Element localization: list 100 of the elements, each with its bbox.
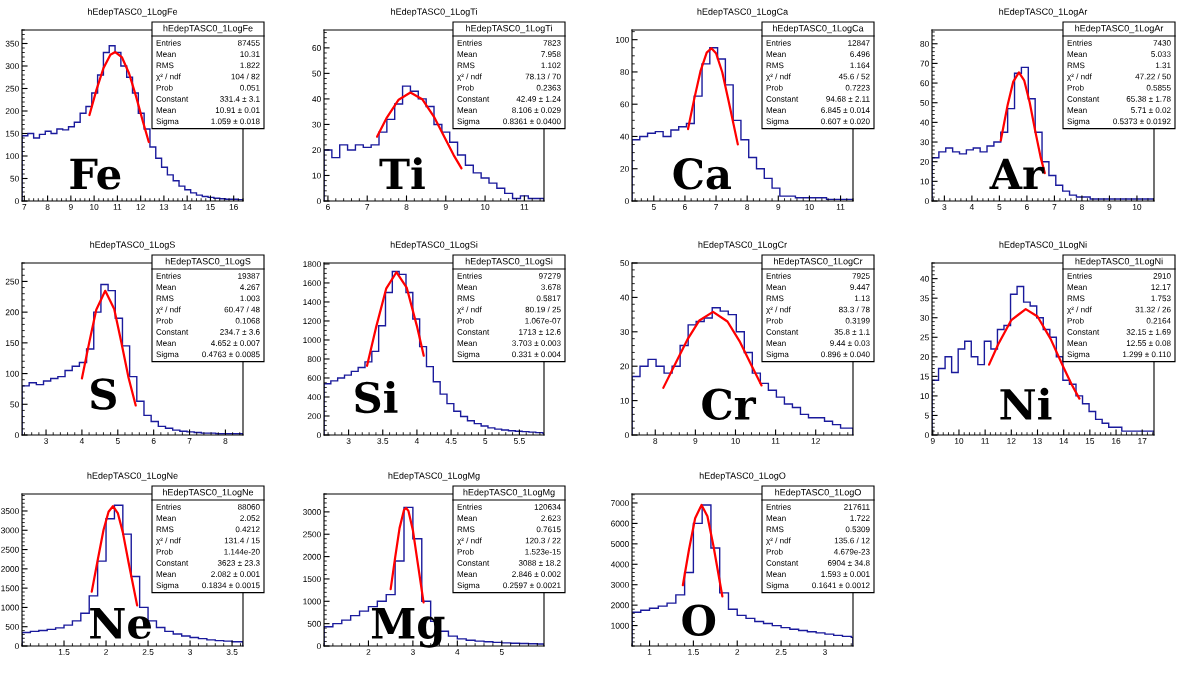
y-tick-label: 7000 <box>611 500 629 507</box>
x-tick-label: 4 <box>79 438 84 444</box>
annotation: χ² / ndf <box>457 537 482 545</box>
x-tick-label: 2 <box>366 649 371 655</box>
annotation: 4.267 <box>240 284 260 290</box>
annotation: RMS <box>156 62 174 69</box>
annotation: RMS <box>457 62 475 69</box>
annotation: Entries <box>1067 272 1092 279</box>
y-tick-label: 5 <box>924 412 929 419</box>
y-tick-label: 3000 <box>1 527 19 534</box>
line-series <box>365 271 425 367</box>
annotation: 0.3199 <box>845 317 870 324</box>
y-tick-label: 400 <box>307 394 321 401</box>
x-tick-label: 1 <box>647 649 652 655</box>
annotation: hEdepTASC0_1LogNe <box>163 488 254 498</box>
y-tick-label: 500 <box>307 620 321 627</box>
x-tick-label: 16 <box>1112 438 1121 444</box>
x-tick-label: 8 <box>745 204 750 210</box>
x-tick-label: 11 <box>113 204 122 210</box>
annotation: Entries <box>457 503 482 510</box>
y-tick-label: 0 <box>924 198 929 205</box>
y-tick-label: 0 <box>14 198 19 205</box>
annotation: 1.722 <box>850 515 870 521</box>
annotation: χ² / ndf <box>457 73 482 81</box>
y-tick-label: 1000 <box>1 604 19 611</box>
y-tick-label: 50 <box>312 70 321 77</box>
x-tick-label: 2 <box>735 649 740 655</box>
annotation: Constant <box>1067 329 1100 335</box>
annotation: 0.1834 ± 0.0015 <box>202 582 260 589</box>
annotation: 1.523e-15 <box>525 548 561 555</box>
annotation: 0.1068 <box>235 317 260 324</box>
chart-title: hEdepTASC0_1LogNe <box>87 472 178 481</box>
chart-title: hEdepTASC0_1LogO <box>699 472 786 481</box>
annotation: Cr <box>702 388 757 421</box>
x-tick-label: 14 <box>183 204 192 210</box>
annotation: 6.496 <box>850 51 870 57</box>
annotation: hEdepTASC0_1LogO <box>775 488 861 498</box>
x-tick-label: 5 <box>997 204 1002 210</box>
y-tick-label: 50 <box>10 175 19 182</box>
x-tick-label: 9 <box>776 204 781 210</box>
annotation: χ² / ndf <box>766 73 791 81</box>
y-tick-label: 200 <box>307 413 321 420</box>
annotation: Mean <box>766 284 786 290</box>
annotation: 78.13 / 70 <box>525 73 561 80</box>
annotation: 2.052 <box>240 515 260 521</box>
y-tick-label: 3500 <box>1 508 19 515</box>
annotation: Prob <box>457 548 474 555</box>
y-tick-label: 0 <box>14 643 19 650</box>
annotation: Constant <box>766 560 799 566</box>
x-tick-label: 1.5 <box>688 649 699 655</box>
y-tick-label: 0 <box>624 198 629 205</box>
y-tick-label: 1500 <box>303 576 321 583</box>
annotation: Mean <box>766 107 786 113</box>
y-tick-label: 70 <box>920 60 929 67</box>
annotation: 1.059 ± 0.018 <box>211 118 260 125</box>
x-tick-label: 8 <box>1079 204 1084 210</box>
x-tick-label: 9 <box>693 438 698 444</box>
line-series <box>686 47 739 146</box>
annotation: 88060 <box>237 504 260 510</box>
annotation: 7925 <box>852 273 870 279</box>
annotation: Entries <box>457 39 482 46</box>
annotation: hEdepTASC0_1LogS <box>165 257 251 267</box>
x-tick-label: 3 <box>410 649 415 655</box>
annotation: RMS <box>156 526 174 533</box>
x-tick-label: 6 <box>151 438 156 444</box>
x-tick-label: 13 <box>159 204 169 210</box>
y-tick-label: 1500 <box>1 585 19 592</box>
x-tick-label: 4 <box>455 649 460 655</box>
annotation: Constant <box>457 560 490 566</box>
annotation: χ² / ndf <box>1067 306 1092 314</box>
y-tick-label: 50 <box>920 99 929 106</box>
line-series <box>681 503 724 598</box>
y-tick-label: 350 <box>5 40 19 47</box>
x-tick-label: 7 <box>714 204 718 210</box>
annotation: 60.47 / 48 <box>224 306 260 313</box>
x-tick-label: 14 <box>1059 438 1069 444</box>
x-tick-label: 9 <box>443 204 448 210</box>
annotation: 7430 <box>1153 40 1171 46</box>
y-tick-label: 40 <box>312 96 321 103</box>
x-tick-label: 7 <box>22 204 27 210</box>
x-tick-label: 5 <box>115 438 120 444</box>
annotation: Prob <box>766 317 783 324</box>
annotation: 35.8 ± 1.1 <box>834 329 870 335</box>
annotation: 65.38 ± 1.78 <box>1126 96 1171 102</box>
y-tick-label: 35 <box>920 295 929 302</box>
annotation: RMS <box>766 295 784 302</box>
x-tick-label: 5.5 <box>513 438 525 444</box>
annotation: 234.7 ± 3.6 <box>220 329 260 335</box>
annotation: hEdepTASC0_1LogAr <box>1075 24 1164 34</box>
annotation: Sigma <box>1067 118 1090 126</box>
annotation: 1.003 <box>240 295 260 302</box>
chart-title: hEdepTASC0_1LogSi <box>390 241 478 250</box>
x-tick-label: 4 <box>969 204 974 210</box>
annotation: 120634 <box>534 504 561 510</box>
annotation: Mean <box>766 51 786 57</box>
annotation: Sigma <box>457 582 480 590</box>
y-tick-label: 500 <box>5 623 19 630</box>
annotation: 3088 ± 18.2 <box>518 560 561 566</box>
y-tick-label: 150 <box>5 130 19 137</box>
x-tick-label: 2.5 <box>142 649 154 655</box>
